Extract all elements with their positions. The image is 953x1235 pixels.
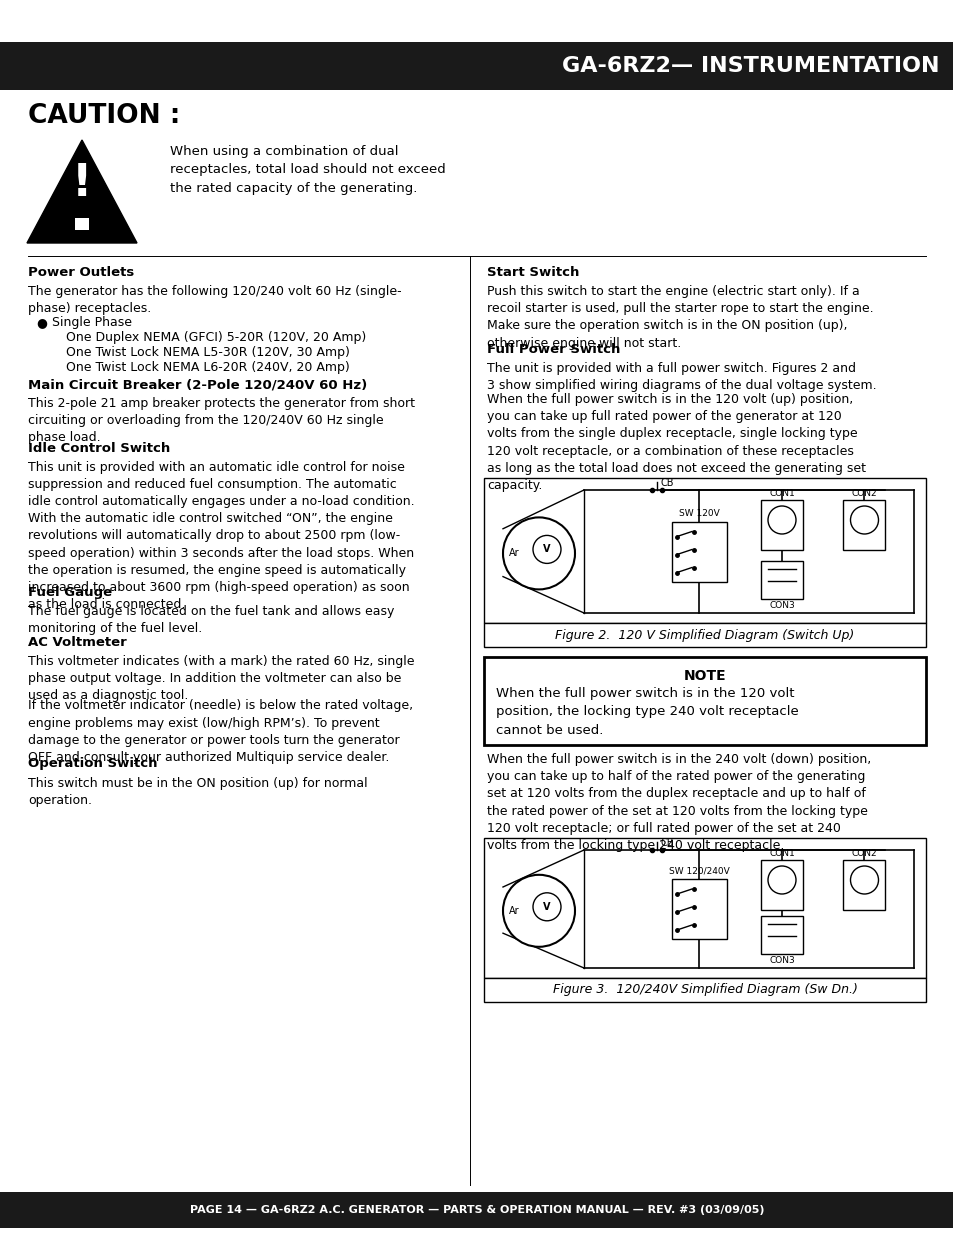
Text: Figure 3.  120/240V Simplified Diagram (Sw Dn.): Figure 3. 120/240V Simplified Diagram (S… [552, 983, 857, 997]
Text: CAUTION :: CAUTION : [28, 103, 180, 128]
Bar [0, 42, 953, 90]
Text: Figure 2.  120 V Simplified Diagram (Switch Up): Figure 2. 120 V Simplified Diagram (Swit… [555, 629, 854, 641]
Text: The unit is provided with a full power switch. Figures 2 and
3 show simplified w: The unit is provided with a full power s… [486, 362, 876, 393]
Circle shape [533, 893, 560, 921]
Text: Push this switch to start the engine (electric start only). If a
recoil starter : Push this switch to start the engine (el… [486, 285, 873, 350]
Text: One Twist Lock NEMA L5-30R (120V, 30 Amp): One Twist Lock NEMA L5-30R (120V, 30 Amp… [66, 346, 350, 359]
Bar [760, 916, 802, 953]
Text: CB: CB [659, 478, 674, 488]
Text: Single Phase: Single Phase [52, 316, 132, 329]
Text: CB: CB [659, 839, 674, 848]
Text: Ar: Ar [509, 548, 519, 558]
Text: This unit is provided with an automatic idle control for noise
suppression and r: This unit is provided with an automatic … [28, 461, 415, 611]
Bar [483, 978, 925, 1002]
Text: When the full power switch is in the 240 volt (down) position,
you can take up t: When the full power switch is in the 240… [486, 753, 870, 852]
Text: Start Switch: Start Switch [486, 266, 578, 279]
Text: Ar: Ar [509, 905, 519, 916]
Text: Main Circuit Breaker (2-Pole 120/240V 60 Hz): Main Circuit Breaker (2-Pole 120/240V 60… [28, 378, 367, 391]
Text: SW 120/240V: SW 120/240V [668, 867, 729, 876]
Bar [760, 860, 802, 910]
Bar [483, 657, 925, 745]
Text: !: ! [71, 162, 92, 205]
Text: This voltmeter indicates (with a mark) the rated 60 Hz, single
phase output volt: This voltmeter indicates (with a mark) t… [28, 655, 414, 703]
Text: CON2: CON2 [851, 848, 877, 858]
Circle shape [502, 874, 575, 947]
Text: The fuel gauge is located on the fuel tank and allows easy
monitoring of the fue: The fuel gauge is located on the fuel ta… [28, 605, 394, 635]
Bar [483, 839, 925, 978]
Text: Operation Switch: Operation Switch [28, 757, 157, 771]
Text: If the voltmeter indicator (needle) is below the rated voltage,
engine problems : If the voltmeter indicator (needle) is b… [28, 699, 413, 764]
Polygon shape [27, 140, 137, 243]
Text: GA-6RZ2— INSTRUMENTATION: GA-6RZ2— INSTRUMENTATION [562, 56, 939, 77]
Text: ●: ● [36, 316, 47, 329]
Bar [483, 622, 925, 647]
Text: V: V [542, 545, 550, 555]
Text: V: V [542, 902, 550, 911]
Circle shape [767, 866, 795, 894]
Circle shape [502, 517, 575, 589]
Text: AC Voltmeter: AC Voltmeter [28, 636, 127, 650]
Circle shape [850, 866, 878, 894]
Text: CON3: CON3 [768, 956, 794, 965]
Bar [842, 500, 884, 550]
Text: When the full power switch is in the 120 volt
position, the locking type 240 vol: When the full power switch is in the 120… [496, 687, 798, 737]
Text: CON3: CON3 [768, 601, 794, 610]
Text: Power Outlets: Power Outlets [28, 266, 134, 279]
Bar [760, 500, 802, 550]
Text: NOTE: NOTE [683, 669, 725, 683]
Text: CON1: CON1 [768, 489, 794, 498]
Bar [842, 860, 884, 910]
Bar [0, 1192, 953, 1228]
Bar [483, 478, 925, 622]
Text: The generator has the following 120/240 volt 60 Hz (single-
phase) receptacles.: The generator has the following 120/240 … [28, 285, 401, 315]
Text: One Duplex NEMA (GFCI) 5-20R (120V, 20 Amp): One Duplex NEMA (GFCI) 5-20R (120V, 20 A… [66, 331, 366, 345]
Text: PAGE 14 — GA-6RZ2 A.C. GENERATOR — PARTS & OPERATION MANUAL — REV. #3 (03/09/05): PAGE 14 — GA-6RZ2 A.C. GENERATOR — PARTS… [190, 1205, 763, 1215]
Bar [760, 561, 802, 599]
Bar [671, 521, 726, 582]
Text: SW 120V: SW 120V [679, 510, 720, 519]
Text: Idle Control Switch: Idle Control Switch [28, 441, 170, 454]
Text: One Twist Lock NEMA L6-20R (240V, 20 Amp): One Twist Lock NEMA L6-20R (240V, 20 Amp… [66, 361, 350, 373]
Bar [671, 879, 726, 939]
Text: CON1: CON1 [768, 848, 794, 858]
Text: When the full power switch is in the 120 volt (up) position,
you can take up ful: When the full power switch is in the 120… [486, 393, 865, 492]
Circle shape [767, 506, 795, 534]
Text: Full Power Switch: Full Power Switch [486, 343, 619, 356]
Text: When using a combination of dual
receptacles, total load should not exceed
the r: When using a combination of dual recepta… [170, 144, 445, 195]
Text: CON2: CON2 [851, 489, 877, 498]
Text: This 2-pole 21 amp breaker protects the generator from short
circuiting or overl: This 2-pole 21 amp breaker protects the … [28, 396, 415, 445]
Circle shape [850, 506, 878, 534]
Text: Fuel Gauge: Fuel Gauge [28, 585, 112, 599]
Bar [75, 219, 89, 230]
Text: This switch must be in the ON position (up) for normal
operation.: This switch must be in the ON position (… [28, 777, 367, 806]
Circle shape [533, 536, 560, 563]
